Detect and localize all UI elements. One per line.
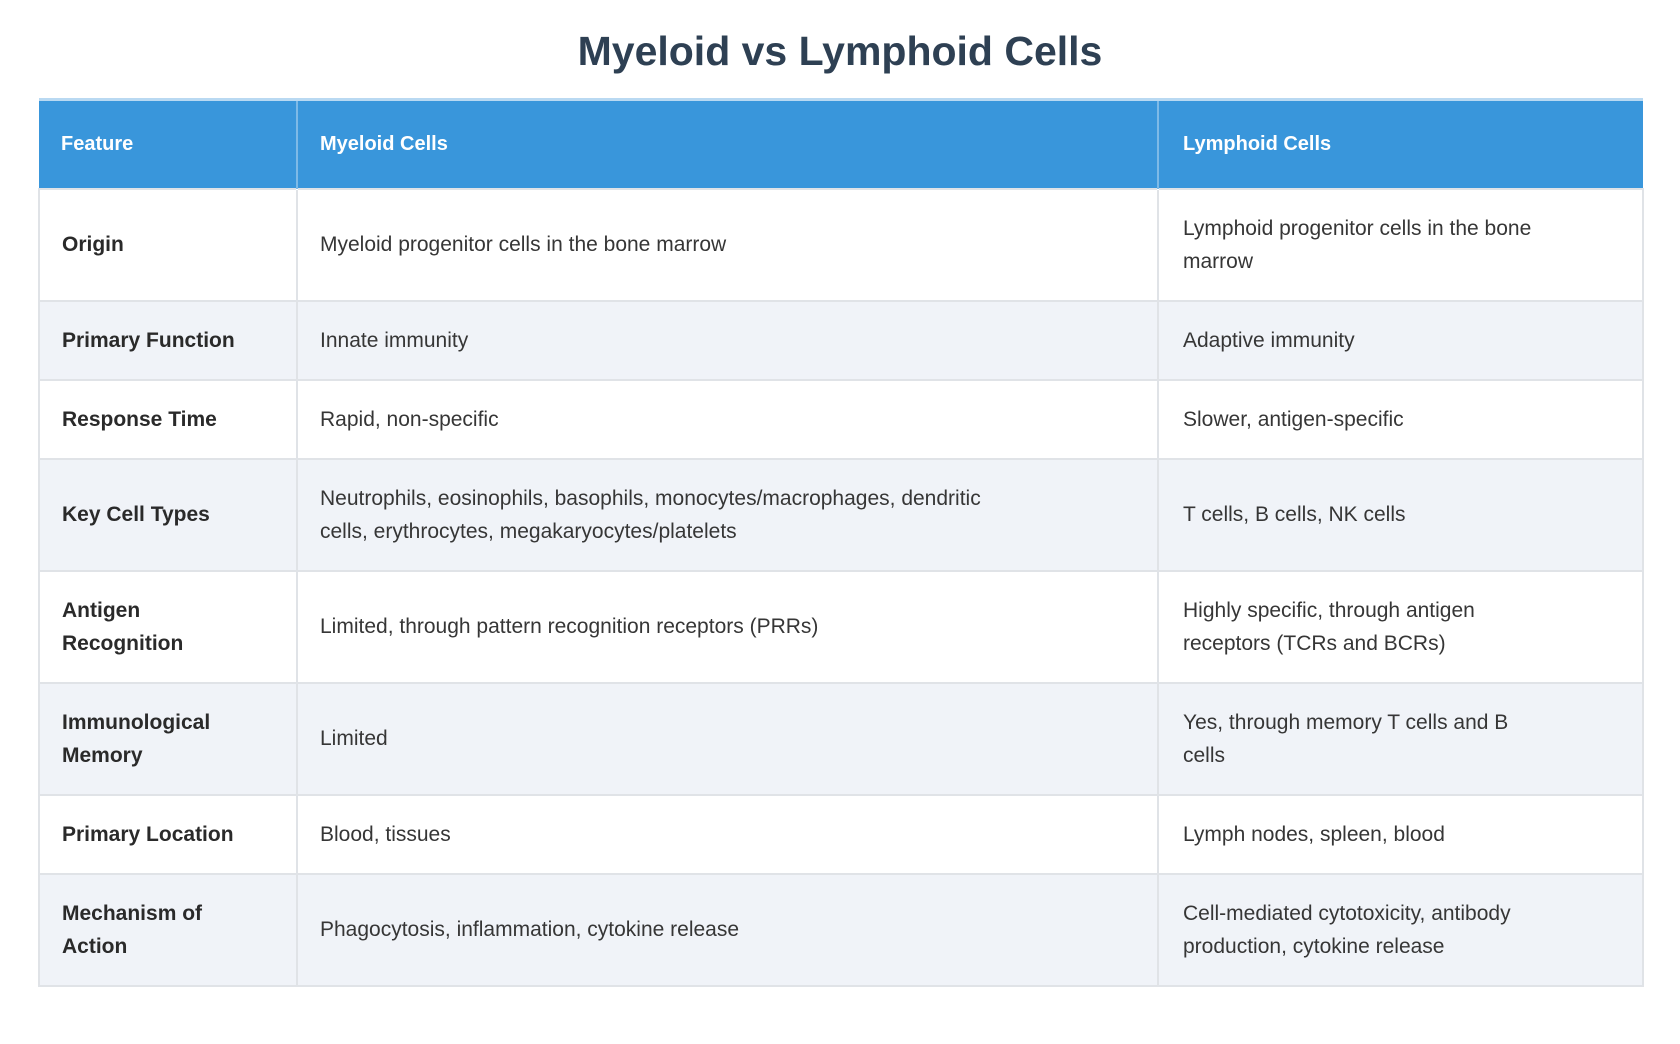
feature-label: Origin	[38, 187, 298, 302]
page-title: Myeloid vs Lymphoid Cells	[577, 28, 1103, 74]
feature-label: Key Cell Types	[38, 457, 298, 572]
lymphoid-value: Yes, through memory T cells and B cells	[1157, 681, 1644, 796]
table-row-immunological-memory: Immunological Memory Limited Yes, throug…	[38, 681, 1644, 796]
myeloid-value: Neutrophils, eosinophils, basophils, mon…	[296, 457, 1159, 572]
table-row-mechanism-of-action: Mechanism of Action Phagocytosis, inflam…	[38, 872, 1644, 987]
feature-label: Immunological Memory	[38, 681, 298, 796]
lymphoid-value: T cells, B cells, NK cells	[1157, 457, 1644, 572]
table-row-origin: Origin Myeloid progenitor cells in the b…	[38, 187, 1644, 302]
table-header-row: Feature Myeloid Cells Lymphoid Cells	[39, 98, 1643, 189]
myeloid-value: Blood, tissues	[296, 793, 1159, 875]
feature-label: Primary Location	[38, 793, 298, 875]
feature-label: Mechanism of Action	[38, 872, 298, 987]
myeloid-value: Rapid, non-specific	[296, 378, 1159, 460]
table-row-response-time: Response Time Rapid, non-specific Slower…	[38, 378, 1644, 460]
myeloid-value: Myeloid progenitor cells in the bone mar…	[296, 187, 1159, 302]
feature-label: Response Time	[38, 378, 298, 460]
table-row-primary-function: Primary Function Innate immunity Adaptiv…	[38, 299, 1644, 381]
comparison-table: Feature Myeloid Cells Lymphoid Cells Ori…	[38, 98, 1644, 987]
table-row-primary-location: Primary Location Blood, tissues Lymph no…	[38, 793, 1644, 875]
table-row-key-cell-types: Key Cell Types Neutrophils, eosinophils,…	[38, 457, 1644, 572]
myeloid-value: Limited, through pattern recognition rec…	[296, 569, 1159, 684]
feature-label: Antigen Recognition	[38, 569, 298, 684]
table-row-antigen-recognition: Antigen Recognition Limited, through pat…	[38, 569, 1644, 684]
lymphoid-value: Lymph nodes, spleen, blood	[1157, 793, 1644, 875]
lymphoid-value: Lymphoid progenitor cells in the bone ma…	[1157, 187, 1644, 302]
column-header-myeloid-cells: Myeloid Cells	[296, 98, 1158, 189]
column-header-feature: Feature	[39, 98, 297, 189]
feature-label: Primary Function	[38, 299, 298, 381]
lymphoid-value: Adaptive immunity	[1157, 299, 1644, 381]
lymphoid-value: Highly specific, through antigen recepto…	[1157, 569, 1644, 684]
column-header-lymphoid-cells: Lymphoid Cells	[1157, 98, 1643, 189]
lymphoid-value: Slower, antigen-specific	[1157, 378, 1644, 460]
lymphoid-value: Cell-mediated cytotoxicity, antibody pro…	[1157, 872, 1644, 987]
myeloid-value: Phagocytosis, inflammation, cytokine rel…	[296, 872, 1159, 987]
myeloid-value: Innate immunity	[296, 299, 1159, 381]
myeloid-value: Limited	[296, 681, 1159, 796]
